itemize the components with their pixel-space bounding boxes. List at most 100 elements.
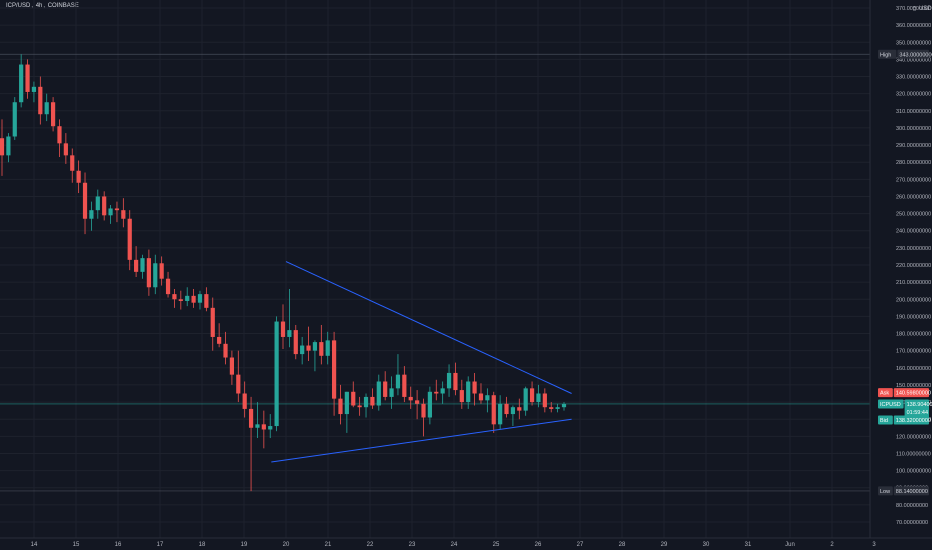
candle-body	[223, 343, 228, 358]
candle	[331, 331, 337, 416]
last-badge-label-bg	[878, 399, 904, 409]
bid-badge: Bid 138.32000000	[878, 415, 931, 425]
candle-body	[172, 294, 177, 300]
candle-body	[268, 426, 273, 430]
candle	[293, 324, 298, 360]
candle	[408, 386, 413, 409]
candle-body	[280, 321, 286, 337]
candle-body	[312, 342, 318, 351]
last-badge: ICPUSD 138.90400000 01:59:44	[878, 399, 932, 417]
candle-body	[248, 408, 254, 428]
candle-body	[121, 210, 126, 219]
candle	[82, 172, 88, 235]
price-tick-label: 200.00000000	[896, 297, 931, 303]
exchange-label: COINBASE	[47, 3, 79, 9]
candle	[453, 362, 458, 396]
candle-body	[325, 340, 330, 356]
candle	[325, 331, 330, 365]
candle	[6, 133, 11, 163]
trendline-upper	[285, 261, 572, 394]
candle	[146, 249, 151, 296]
candle-body	[542, 393, 547, 408]
candle-body	[395, 374, 401, 389]
candle-body	[427, 391, 432, 418]
price-tick-label: 250.00000000	[896, 212, 931, 218]
candle-body	[363, 396, 369, 408]
low-badge: Low 88.14000000	[878, 486, 929, 496]
last-badge-label: ICPUSD	[880, 402, 901, 408]
candle-body	[50, 102, 56, 127]
symbol-title[interactable]: ICP/USD, 4h, COINBASE	[6, 3, 79, 9]
candle-body	[89, 210, 94, 219]
candle	[19, 54, 24, 108]
price-tick-label: 220.00000000	[896, 263, 931, 269]
candle-body	[165, 278, 171, 295]
candle	[446, 364, 452, 397]
candle	[31, 81, 37, 103]
price-tick-label: 190.00000000	[896, 314, 931, 320]
ask-badge-value-bg	[893, 388, 929, 398]
candle	[287, 288, 292, 348]
candle	[536, 384, 541, 408]
candle-body	[274, 321, 279, 427]
candle-body	[82, 182, 88, 219]
candle	[70, 148, 75, 183]
candle	[312, 340, 318, 372]
candle	[217, 323, 222, 348]
candle-body	[261, 424, 266, 430]
price-axis[interactable]: 370.00000000360.00000000350.00000000340.…	[869, 0, 932, 550]
bid-badge-label: Bid	[880, 418, 888, 424]
candle	[555, 403, 560, 413]
candle	[370, 388, 375, 409]
low-badge-label: Low	[880, 489, 890, 495]
candle-body	[383, 381, 388, 397]
time-tick-label: 28	[619, 542, 626, 548]
candle	[510, 405, 516, 427]
candle-body	[408, 396, 413, 401]
time-tick-label: 25	[493, 542, 500, 548]
currency-label: USD	[919, 6, 932, 12]
candle	[351, 381, 356, 408]
candle-body	[402, 374, 407, 397]
high-badge-label-bg	[878, 49, 897, 59]
time-tick-label: 23	[409, 542, 416, 548]
ask-badge-label-bg	[878, 388, 893, 398]
candle-body	[319, 342, 324, 356]
candle-body	[351, 391, 356, 406]
high-badge-value: 343.00000000	[899, 52, 932, 58]
bid-badge-label-bg	[878, 415, 893, 425]
price-tick-label: 290.00000000	[896, 143, 931, 149]
price-tick-label: 230.00000000	[896, 246, 931, 252]
candle-body	[217, 336, 222, 344]
candle-body	[108, 208, 113, 216]
time-tick-label: 26	[535, 542, 542, 548]
low-badge-label-bg	[878, 486, 893, 496]
candle	[89, 201, 94, 231]
candle-body	[229, 357, 235, 375]
price-tick-label: 320.00000000	[896, 92, 931, 98]
candle-body	[459, 390, 464, 403]
time-tick-label: 16	[115, 542, 122, 548]
candle	[319, 324, 324, 365]
candle	[338, 384, 343, 425]
low-badge-value: 88.14000000	[896, 489, 928, 495]
candle	[229, 350, 235, 385]
trendlines[interactable]	[271, 261, 572, 463]
candle-body	[12, 102, 17, 137]
candle-body	[478, 393, 484, 401]
candle	[12, 97, 17, 140]
candle-body	[38, 86, 43, 115]
price-tick-label: 80.00000000	[896, 503, 928, 509]
candle-body	[510, 407, 516, 415]
candle	[376, 374, 381, 411]
candle-body	[491, 395, 496, 425]
candle	[108, 205, 113, 224]
last-badge-value-bg	[904, 399, 929, 417]
candle	[529, 381, 535, 406]
time-axis[interactable]: 14 15 16 17 18 19 20 21 22 23 24 25 26 27 28 29 30 31 Jun 2…	[0, 537, 932, 548]
time-tick-label: 2	[830, 542, 834, 548]
candle	[44, 93, 49, 122]
price-tick-label: 100.00000000	[896, 469, 931, 475]
chart-grid	[0, 0, 875, 538]
